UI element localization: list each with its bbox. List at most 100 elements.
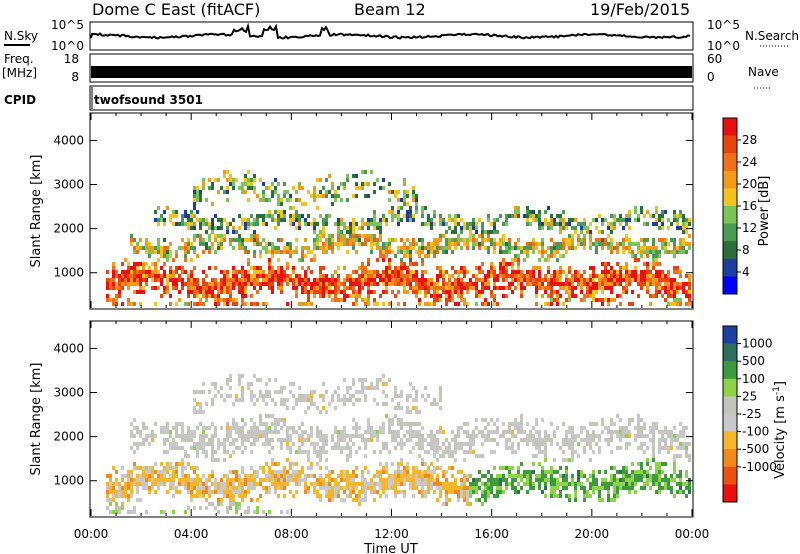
colorbar-tick-label: 12	[742, 221, 757, 235]
heatmap-cell	[403, 482, 406, 486]
heatmap-cell	[625, 214, 628, 218]
heatmap-cell	[550, 290, 553, 294]
heatmap-cell	[616, 218, 619, 222]
heatmap-cell	[490, 490, 493, 494]
heatmap-cell	[541, 418, 544, 422]
heatmap-cell	[259, 178, 262, 182]
heatmap-cell	[442, 430, 445, 434]
heatmap-cell	[208, 390, 211, 394]
heatmap-cell	[490, 242, 493, 246]
colorbar-segment	[723, 188, 737, 207]
heatmap-cell	[682, 490, 685, 494]
heatmap-cell	[214, 506, 217, 510]
heatmap-cell	[235, 230, 238, 234]
heatmap-cell	[679, 302, 682, 306]
heatmap-cell	[109, 286, 112, 290]
heatmap-cell	[280, 274, 283, 278]
heatmap-cell	[562, 486, 565, 490]
heatmap-cell	[205, 486, 208, 490]
heatmap-cell	[193, 266, 196, 270]
colorbar-segment	[723, 223, 737, 242]
heatmap-cell	[151, 250, 154, 254]
heatmap-cell	[334, 478, 337, 482]
heatmap-cell	[130, 430, 133, 434]
heatmap-cell	[346, 386, 349, 390]
heatmap-cell	[193, 222, 196, 226]
heatmap-cell	[352, 234, 355, 238]
heatmap-cell	[379, 234, 382, 238]
heatmap-cell	[244, 482, 247, 486]
heatmap-cell	[604, 242, 607, 246]
heatmap-cell	[289, 222, 292, 226]
heatmap-cell	[394, 438, 397, 442]
heatmap-cell	[187, 302, 190, 306]
heatmap-cell	[106, 286, 109, 290]
heatmap-cell	[343, 294, 346, 298]
heatmap-cell	[223, 286, 226, 290]
heatmap-cell	[328, 190, 331, 194]
heatmap-cell	[265, 198, 268, 202]
heatmap-cell	[625, 430, 628, 434]
heatmap-cell	[157, 286, 160, 290]
heatmap-cell	[148, 274, 151, 278]
heatmap-cell	[664, 474, 667, 478]
heatmap-cell	[400, 206, 403, 210]
heatmap-cell	[460, 238, 463, 242]
heatmap-cell	[280, 398, 283, 402]
power-colorbar-label: Power [dB]	[757, 176, 772, 247]
heatmap-cell	[514, 278, 517, 282]
heatmap-cell	[166, 438, 169, 442]
heatmap-cell	[667, 274, 670, 278]
heatmap-cell	[253, 422, 256, 426]
heatmap-cell	[517, 446, 520, 450]
heatmap-cell	[118, 490, 121, 494]
heatmap-cell	[463, 430, 466, 434]
heatmap-cell	[508, 274, 511, 278]
heatmap-cell	[607, 490, 610, 494]
heatmap-cell	[610, 422, 613, 426]
heatmap-cell	[232, 426, 235, 430]
heatmap-cell	[334, 194, 337, 198]
heatmap-cell	[505, 294, 508, 298]
heatmap-cell	[403, 422, 406, 426]
heatmap-cell	[190, 482, 193, 486]
heatmap-cell	[193, 198, 196, 202]
nsky-trace	[90, 22, 691, 40]
heatmap-cell	[277, 210, 280, 214]
heatmap-cell	[217, 190, 220, 194]
heatmap-cell	[688, 242, 691, 246]
heatmap-cell	[301, 478, 304, 482]
heatmap-cell	[595, 282, 598, 286]
heatmap-cell	[436, 478, 439, 482]
heatmap-cell	[610, 474, 613, 478]
heatmap-cell	[532, 242, 535, 246]
heatmap-cell	[613, 282, 616, 286]
heatmap-cell	[430, 218, 433, 222]
heatmap-cell	[631, 482, 634, 486]
heatmap-cell	[343, 434, 346, 438]
heatmap-cell	[643, 434, 646, 438]
heatmap-cell	[298, 218, 301, 222]
heatmap-cell	[661, 222, 664, 226]
heatmap-cell	[262, 434, 265, 438]
heatmap-cell	[238, 378, 241, 382]
heatmap-cell	[394, 214, 397, 218]
heatmap-cell	[121, 502, 124, 506]
heatmap-cell	[469, 446, 472, 450]
heatmap-cell	[229, 426, 232, 430]
heatmap-cell	[652, 250, 655, 254]
heatmap-cell	[556, 278, 559, 282]
heatmap-cell	[280, 214, 283, 218]
heatmap-cell	[289, 214, 292, 218]
heatmap-cell	[544, 478, 547, 482]
heatmap-cell	[379, 426, 382, 430]
heatmap-cell	[181, 466, 184, 470]
heatmap-cell	[403, 290, 406, 294]
heatmap-cell	[346, 286, 349, 290]
heatmap-cell	[142, 286, 145, 290]
heatmap-cell	[595, 250, 598, 254]
heatmap-cell	[451, 294, 454, 298]
heatmap-cell	[283, 246, 286, 250]
heatmap-cell	[511, 290, 514, 294]
heatmap-cell	[379, 230, 382, 234]
